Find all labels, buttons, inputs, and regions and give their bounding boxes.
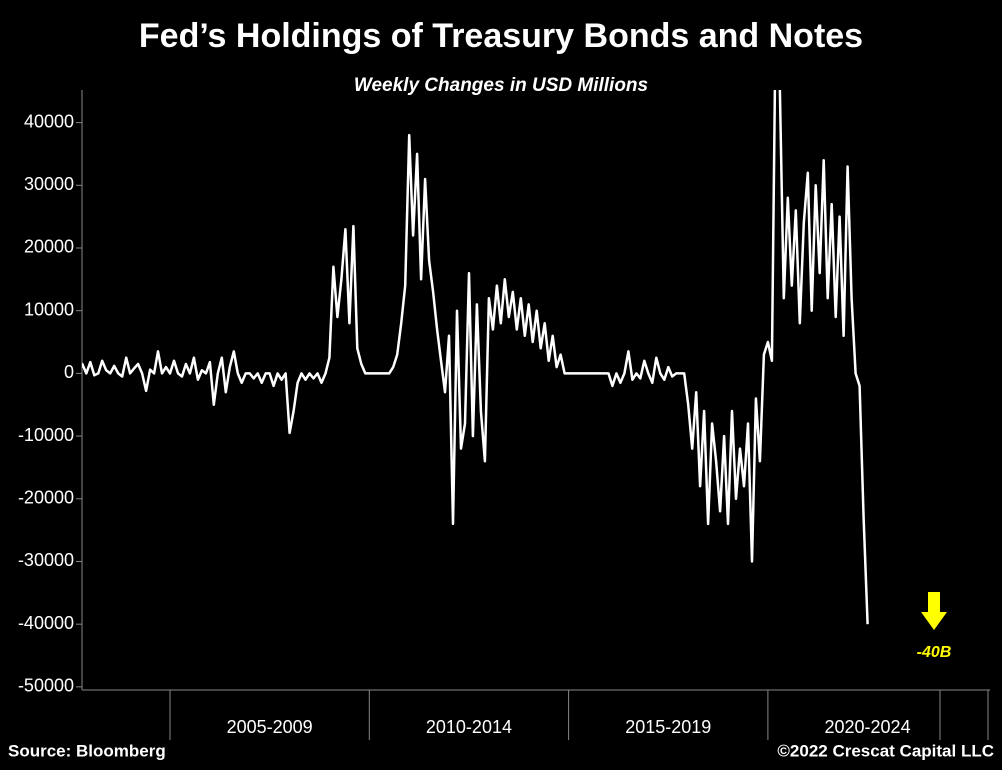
annotation-arrow <box>921 592 947 630</box>
y-tick-label: 40000 <box>24 111 74 131</box>
y-tick-label: -10000 <box>18 425 74 445</box>
x-tick-label: 2015-2019 <box>625 717 711 737</box>
data-line <box>82 90 869 625</box>
x-tick-label: 2005-2009 <box>227 717 313 737</box>
y-tick-label: -20000 <box>18 488 74 508</box>
y-tick-label: 10000 <box>24 299 74 319</box>
chart-title: Fed’s Holdings of Treasury Bonds and Not… <box>139 17 863 55</box>
copyright: ©2022 Crescat Capital LLC <box>777 741 994 760</box>
y-tick-label: 0 <box>64 362 74 382</box>
x-tick-label: 2010-2014 <box>426 717 512 737</box>
y-tick-label: -30000 <box>18 550 74 570</box>
y-tick-label: -50000 <box>18 676 74 696</box>
x-tick-label: 2020-2024 <box>825 717 911 737</box>
y-tick-label: 30000 <box>24 174 74 194</box>
source: Source: Bloomberg <box>8 741 166 760</box>
y-tick-label: -40000 <box>18 613 74 633</box>
annotation: -40B <box>917 644 952 661</box>
chart-subtitle: Weekly Changes in USD Millions <box>354 75 648 96</box>
y-tick-label: 20000 <box>24 237 74 257</box>
